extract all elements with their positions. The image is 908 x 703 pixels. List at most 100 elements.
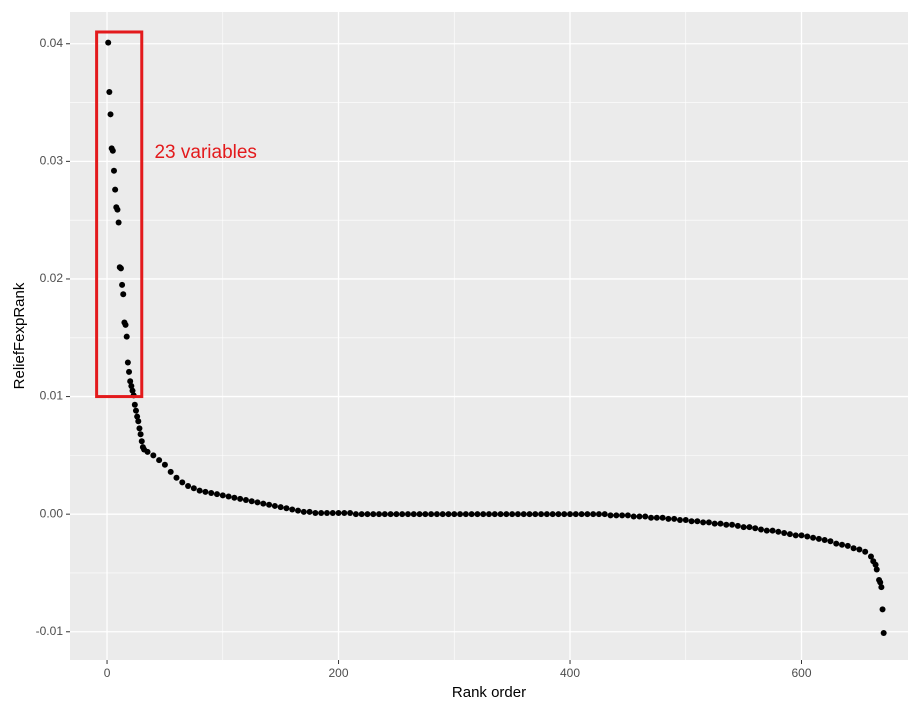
point (711, 520, 718, 527)
point (110, 167, 117, 174)
point (786, 531, 793, 538)
point (109, 147, 116, 154)
point (341, 509, 348, 516)
y-tick-label: 0.03 (40, 154, 64, 168)
point (653, 514, 660, 521)
point (694, 518, 701, 525)
point (648, 514, 655, 521)
point (323, 509, 330, 516)
point (128, 382, 135, 389)
point (763, 527, 770, 534)
point (873, 566, 880, 573)
point (422, 511, 429, 518)
point (717, 520, 724, 527)
point (642, 513, 649, 520)
point (676, 517, 683, 524)
point (862, 548, 869, 555)
point (173, 474, 180, 481)
point (179, 479, 186, 486)
point (433, 511, 440, 518)
point (491, 511, 498, 518)
point (306, 508, 313, 515)
point (468, 511, 475, 518)
point (190, 485, 197, 492)
point (370, 511, 377, 518)
point (445, 511, 452, 518)
point (167, 468, 174, 475)
point (723, 521, 730, 528)
point (671, 515, 678, 522)
point (486, 511, 492, 518)
highlight-box (95, 30, 144, 399)
point (746, 524, 753, 531)
point (219, 492, 226, 499)
y-tick-label: 0.00 (40, 506, 64, 520)
point (404, 511, 411, 518)
point (572, 511, 579, 518)
point (509, 511, 516, 518)
point (607, 512, 614, 519)
point (827, 538, 834, 545)
point (416, 511, 423, 518)
point (136, 425, 143, 432)
point (127, 378, 134, 385)
point (129, 387, 136, 394)
point (150, 452, 157, 459)
point (364, 511, 371, 518)
point (555, 511, 562, 518)
point (122, 321, 129, 328)
point (457, 511, 464, 518)
point (107, 111, 114, 118)
point (138, 438, 145, 445)
point (123, 333, 130, 340)
point (126, 368, 133, 375)
point (584, 511, 591, 518)
point (295, 507, 302, 514)
point (872, 561, 879, 568)
point (532, 511, 539, 518)
point (335, 509, 342, 516)
point (410, 511, 417, 518)
panel (70, 12, 908, 660)
point (659, 514, 666, 521)
point (877, 579, 884, 586)
point (271, 502, 278, 509)
point (878, 584, 885, 591)
point (578, 511, 585, 518)
point (682, 517, 689, 524)
point (590, 511, 597, 518)
point (318, 509, 325, 516)
point (283, 505, 290, 512)
point (254, 499, 261, 506)
point (700, 519, 707, 526)
point (451, 511, 458, 518)
point (144, 448, 151, 455)
point (613, 512, 620, 519)
point (161, 461, 168, 468)
point (428, 511, 435, 518)
point (601, 511, 608, 518)
point (131, 401, 138, 408)
y-tick-label: -0.01 (36, 624, 64, 638)
point (839, 541, 846, 548)
point (117, 265, 124, 272)
point (352, 511, 359, 518)
point (734, 522, 741, 529)
point (798, 532, 805, 539)
point (381, 511, 388, 518)
x-tick-label: 0 (104, 666, 111, 680)
point (112, 186, 119, 193)
point (277, 504, 284, 511)
point (781, 529, 788, 536)
point (393, 511, 400, 518)
point (156, 457, 163, 464)
point (376, 511, 383, 518)
point (769, 527, 776, 534)
point (119, 281, 126, 288)
x-tick-label: 600 (791, 666, 811, 680)
point (134, 413, 141, 420)
point (260, 500, 267, 507)
point (202, 488, 209, 495)
point (115, 219, 122, 226)
point (856, 546, 863, 553)
